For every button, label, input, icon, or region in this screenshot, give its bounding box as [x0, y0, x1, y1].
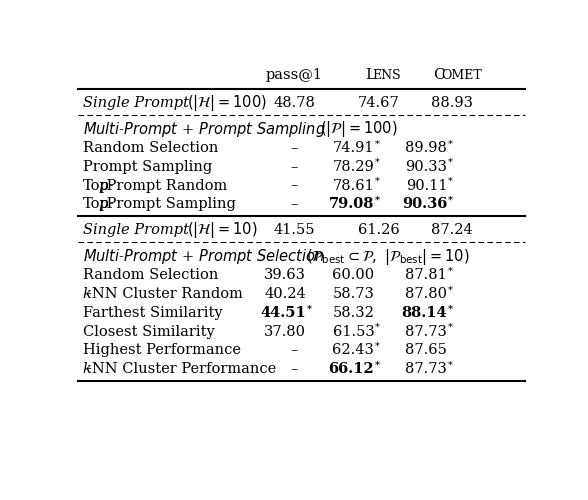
Text: 62.43: 62.43 — [332, 344, 375, 357]
Text: –: – — [291, 178, 298, 192]
Text: –: – — [291, 362, 298, 376]
Text: *: * — [448, 196, 453, 204]
Text: 78.29: 78.29 — [332, 160, 375, 174]
Text: 87.73: 87.73 — [405, 324, 447, 338]
Text: Top-: Top- — [82, 178, 114, 192]
Text: *: * — [448, 266, 453, 276]
Text: -NN Cluster Performance: -NN Cluster Performance — [87, 362, 276, 376]
Text: *: * — [375, 177, 380, 186]
Text: 88.14: 88.14 — [402, 306, 447, 320]
Text: *: * — [448, 304, 453, 313]
Text: Single Prompt: Single Prompt — [82, 224, 189, 237]
Text: 90.11: 90.11 — [406, 178, 447, 192]
Text: *: * — [448, 177, 453, 186]
Text: $(|\mathcal{H}|=100)$: $(|\mathcal{H}|=100)$ — [186, 93, 266, 113]
Text: k: k — [82, 362, 92, 376]
Text: 90.33: 90.33 — [405, 160, 447, 174]
Text: p: p — [98, 198, 108, 211]
Text: *: * — [448, 286, 453, 294]
Text: –: – — [291, 160, 298, 174]
Text: 48.78: 48.78 — [273, 96, 315, 110]
Text: 74.67: 74.67 — [358, 96, 400, 110]
Text: 87.81: 87.81 — [405, 268, 447, 282]
Text: Prompt Sampling: Prompt Sampling — [102, 198, 236, 211]
Text: 90.36: 90.36 — [402, 198, 447, 211]
Text: –: – — [291, 344, 298, 357]
Text: $(|\mathcal{H}|=10)$: $(|\mathcal{H}|=10)$ — [186, 220, 257, 240]
Text: L: L — [365, 68, 375, 82]
Text: Single Prompt: Single Prompt — [82, 96, 189, 110]
Text: *: * — [448, 139, 453, 148]
Text: p: p — [98, 178, 108, 192]
Text: *: * — [375, 360, 380, 370]
Text: *: * — [448, 323, 453, 332]
Text: 79.08: 79.08 — [329, 198, 375, 211]
Text: $\mathit{Multi}$-$\mathit{Prompt}$ + $\mathit{Prompt\ Selection}$: $\mathit{Multi}$-$\mathit{Prompt}$ + $\m… — [82, 247, 324, 266]
Text: k: k — [82, 287, 92, 301]
Text: 66.12: 66.12 — [329, 362, 375, 376]
Text: 61.53: 61.53 — [332, 324, 375, 338]
Text: Closest Similarity: Closest Similarity — [82, 324, 215, 338]
Text: *: * — [375, 342, 380, 350]
Text: OMET: OMET — [441, 69, 482, 82]
Text: 61.26: 61.26 — [358, 224, 400, 237]
Text: 87.24: 87.24 — [431, 224, 473, 237]
Text: *: * — [307, 304, 312, 313]
Text: Random Selection: Random Selection — [82, 141, 218, 155]
Text: *: * — [448, 158, 453, 167]
Text: pass@1: pass@1 — [266, 68, 323, 82]
Text: Prompt Random: Prompt Random — [102, 178, 228, 192]
Text: *: * — [375, 196, 380, 204]
Text: 87.80: 87.80 — [405, 287, 447, 301]
Text: 37.80: 37.80 — [264, 324, 306, 338]
Text: Prompt Sampling: Prompt Sampling — [82, 160, 212, 174]
Text: 88.93: 88.93 — [431, 96, 473, 110]
Text: 60.00: 60.00 — [332, 268, 375, 282]
Text: 78.61: 78.61 — [332, 178, 375, 192]
Text: 87.73: 87.73 — [405, 362, 447, 376]
Text: 39.63: 39.63 — [264, 268, 306, 282]
Text: $(|\mathcal{P}|=100)$: $(|\mathcal{P}|=100)$ — [320, 119, 397, 139]
Text: 41.55: 41.55 — [274, 224, 315, 237]
Text: 40.24: 40.24 — [264, 287, 306, 301]
Text: 89.98: 89.98 — [405, 141, 447, 155]
Text: $(\mathcal{P}_{\mathrm{best}}\subset\mathcal{P},\ |\mathcal{P}_{\mathrm{best}}|=: $(\mathcal{P}_{\mathrm{best}}\subset\mat… — [306, 246, 469, 266]
Text: Farthest Similarity: Farthest Similarity — [82, 306, 222, 320]
Text: -NN Cluster Random: -NN Cluster Random — [87, 287, 243, 301]
Text: *: * — [375, 158, 380, 167]
Text: 87.65: 87.65 — [405, 344, 447, 357]
Text: Random Selection: Random Selection — [82, 268, 218, 282]
Text: *: * — [375, 139, 380, 148]
Text: 58.32: 58.32 — [332, 306, 375, 320]
Text: –: – — [291, 141, 298, 155]
Text: Highest Performance: Highest Performance — [82, 344, 240, 357]
Text: $\mathit{Multi}$-$\mathit{Prompt}$ + $\mathit{Prompt\ Sampling}$: $\mathit{Multi}$-$\mathit{Prompt}$ + $\m… — [82, 120, 326, 139]
Text: C: C — [433, 68, 445, 82]
Text: 44.51: 44.51 — [260, 306, 306, 320]
Text: *: * — [375, 323, 380, 332]
Text: Top-: Top- — [82, 198, 114, 211]
Text: *: * — [448, 360, 453, 370]
Text: ENS: ENS — [372, 69, 400, 82]
Text: 74.91: 74.91 — [333, 141, 375, 155]
Text: –: – — [291, 198, 298, 211]
Text: 58.73: 58.73 — [332, 287, 375, 301]
